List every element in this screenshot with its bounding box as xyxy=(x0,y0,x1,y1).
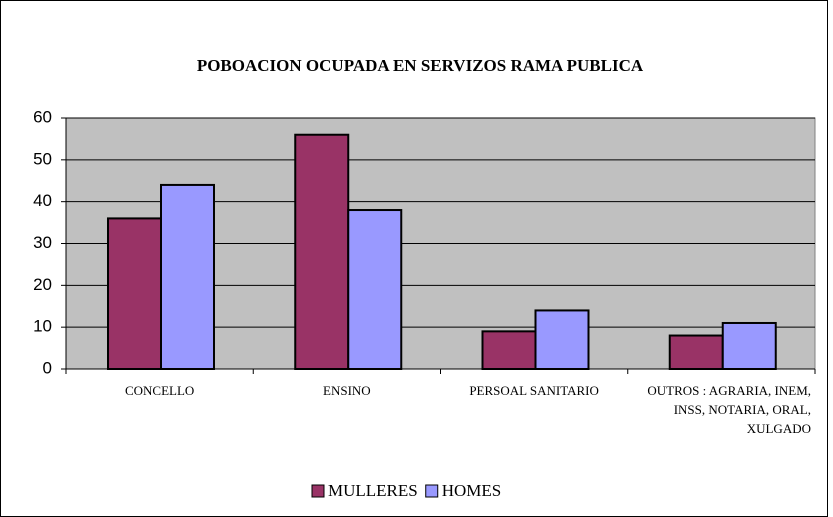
y-tick-label: 20 xyxy=(33,275,52,294)
y-tick-label: 10 xyxy=(33,317,52,336)
y-tick-label: 60 xyxy=(33,107,52,126)
x-tick-label: ENSINO xyxy=(323,383,371,398)
bar xyxy=(160,183,215,370)
y-tick-label: 0 xyxy=(43,358,52,377)
bar xyxy=(481,330,537,371)
y-tick-label: 30 xyxy=(33,233,52,252)
bar xyxy=(721,321,777,371)
legend-swatch xyxy=(425,484,439,498)
bar xyxy=(347,209,403,370)
legend-swatch xyxy=(311,484,325,498)
x-tick-label: CONCELLO xyxy=(124,383,195,398)
y-tick-label: 40 xyxy=(33,191,52,210)
bar xyxy=(294,133,350,370)
x-tick-label: OUTROS : AGRARIA, INEM, INSS, NOTARIA, O… xyxy=(647,383,811,436)
chart-title: POBOACION OCUPADA EN SERVIZOS RAMA PUBLI… xyxy=(197,56,644,75)
bar xyxy=(534,309,590,370)
bar xyxy=(107,217,162,370)
bar xyxy=(668,334,724,370)
x-tick-label: PERSOAL SANITARIO xyxy=(469,383,599,398)
legend-label: MULLERES xyxy=(328,481,418,500)
y-tick-label: 50 xyxy=(33,149,52,168)
legend-label: HOMES xyxy=(442,481,502,500)
